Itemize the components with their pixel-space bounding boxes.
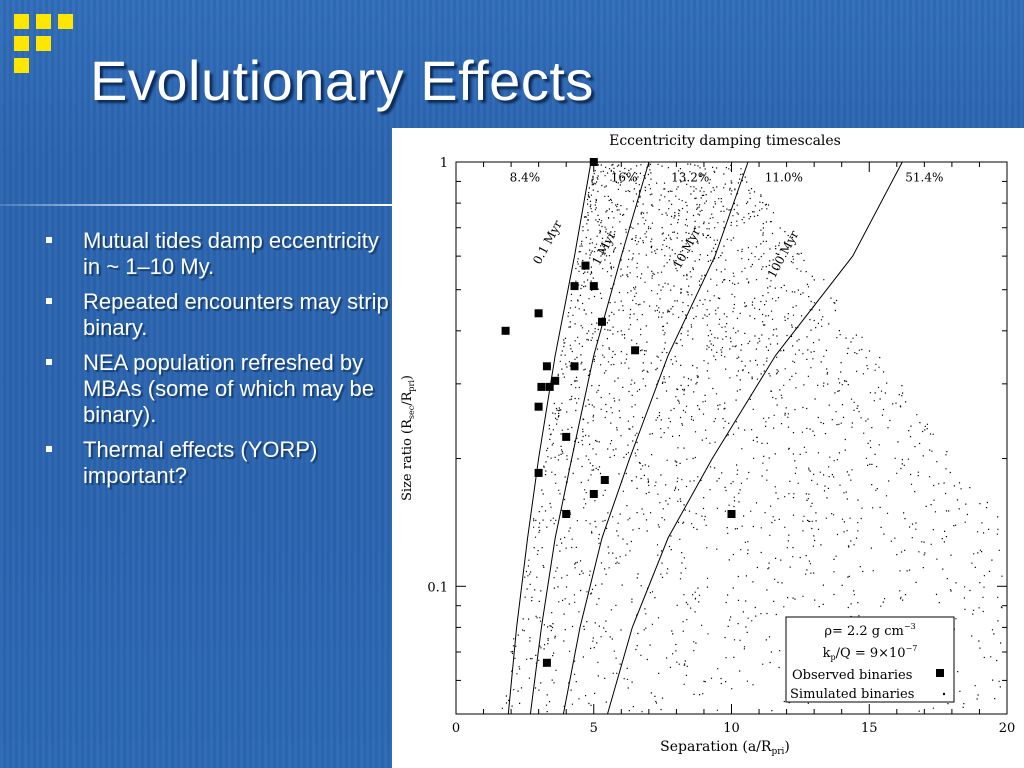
timescale-curves xyxy=(507,161,903,715)
bullet-text: Repeated encounters may strip binary. xyxy=(83,289,389,340)
observed-binary-marker xyxy=(562,510,571,518)
region-percentage-label: 13.2% xyxy=(671,170,709,184)
legend-observed-marker xyxy=(936,669,944,677)
legend-simulated-marker xyxy=(942,692,946,696)
observed-binary-marker xyxy=(534,468,543,477)
y-axis-label: Size ratio (Rsec/Rpri) xyxy=(400,375,416,501)
bullet-square-icon xyxy=(46,446,52,452)
chart-figure: Eccentricity damping timescales 0 5 10 15 20… xyxy=(392,128,1024,768)
observed-binary-marker xyxy=(551,376,560,385)
x-tick-label: 20 xyxy=(999,721,1016,736)
bullet-square-icon xyxy=(46,298,52,304)
curve-label: 100 Myr xyxy=(765,228,802,280)
y-tick-label: 0.1 xyxy=(427,580,448,595)
observed-binary-marker xyxy=(570,282,579,291)
legend-observed-label: Observed binaries xyxy=(792,668,912,683)
observed-binary-marker xyxy=(562,432,571,441)
title-divider xyxy=(0,204,392,206)
observed-binary-marker xyxy=(545,382,554,391)
x-tick-label: 0 xyxy=(452,721,460,736)
x-axis-label: Separation (a/Rpri) xyxy=(660,739,790,757)
bullet-square-icon xyxy=(46,237,52,243)
legend-density: ρ= 2.2 g cm−3 xyxy=(824,622,915,639)
chart-title: Eccentricity damping timescales xyxy=(609,133,841,149)
observed-binary-marker xyxy=(534,309,543,318)
observed-binary-marker xyxy=(501,326,510,335)
y-tick-label: 1 xyxy=(440,156,448,171)
bullet-text: Thermal effects (YORP) important? xyxy=(83,437,318,488)
observed-binary-marker xyxy=(537,382,546,391)
curve-label: 0.1 Myr xyxy=(530,218,565,267)
curve-label: 10 Myr xyxy=(670,225,703,271)
region-percentage-label: 11.0% xyxy=(765,170,803,184)
bullet-text: Mutual tides damp eccentricity in ~ 1–10… xyxy=(83,228,379,279)
bullet-item: Repeated encounters may strip binary. xyxy=(42,289,392,341)
chart-labels: 8.4% 16% 13.2% 11.0% 51.4% 0.1 Myr 1 Myr 10 Myr… xyxy=(510,170,944,280)
timescale-curve xyxy=(562,161,749,715)
observed-binary-marker xyxy=(598,317,606,326)
chart-legend: ρ= 2.2 g cm−3 kp/Q = 9×10−7 Observed bin… xyxy=(785,616,955,703)
slide-title: Evolutionary Effects xyxy=(90,49,594,112)
region-percentage-label: 8.4% xyxy=(510,170,541,184)
observed-binary-marker xyxy=(581,261,590,270)
axis-ticks: 0 5 10 15 20 1 0.1 xyxy=(427,156,1015,736)
region-percentage-label: 51.4% xyxy=(905,170,943,184)
region-percentage-label: 16% xyxy=(611,170,638,184)
curve-label: 1 Myr xyxy=(589,229,619,268)
legend-box xyxy=(785,616,955,703)
observed-binary-marker xyxy=(589,490,598,498)
timescale-curve xyxy=(529,161,650,715)
legend-simulated-label: Simulated binaries xyxy=(790,687,914,702)
bullet-text: NEA population refreshed by MBAs (some o… xyxy=(83,350,374,427)
x-tick-label: 15 xyxy=(861,721,878,736)
bullet-item: Thermal effects (YORP) important? xyxy=(42,437,392,489)
logo-squares-icon xyxy=(14,14,89,89)
observed-binary-marker xyxy=(589,282,598,291)
bullet-item: Mutual tides damp eccentricity in ~ 1–10… xyxy=(42,228,392,280)
observed-binary-marker xyxy=(534,402,543,411)
timescale-curve xyxy=(607,161,903,715)
timescale-curve xyxy=(507,161,592,715)
bullet-item: NEA population refreshed by MBAs (some o… xyxy=(42,350,392,428)
observed-binary-marker xyxy=(631,346,640,355)
eccentricity-chart: Eccentricity damping timescales 0 5 10 15 20… xyxy=(400,133,1015,757)
observed-binary-marker xyxy=(600,476,609,484)
bullet-list: Mutual tides damp eccentricity in ~ 1–10… xyxy=(42,228,392,498)
observed-binary-marker xyxy=(727,510,736,518)
x-tick-label: 5 xyxy=(590,721,598,736)
legend-kq: kp/Q = 9×10−7 xyxy=(823,644,918,662)
bullet-square-icon xyxy=(46,359,52,365)
x-tick-label: 10 xyxy=(723,721,740,736)
observed-binary-marker xyxy=(542,658,551,667)
observed-binary-marker xyxy=(542,362,551,371)
observed-binary-marker xyxy=(570,362,579,371)
